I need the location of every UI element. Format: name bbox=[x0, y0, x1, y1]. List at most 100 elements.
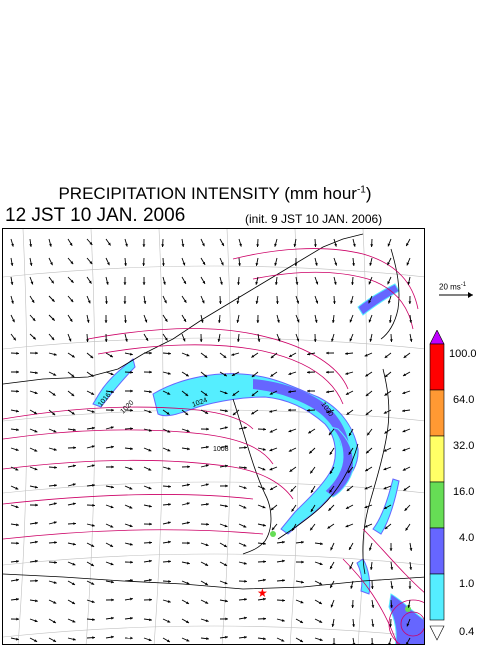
wind-arrow bbox=[124, 616, 133, 620]
wind-arrow bbox=[407, 599, 411, 608]
wind-arrow bbox=[67, 561, 76, 566]
isobar-1 bbox=[87, 328, 349, 390]
wind-arrow bbox=[10, 295, 14, 304]
wind-arrow bbox=[345, 504, 354, 510]
wind-arrow bbox=[387, 257, 392, 266]
colorbar-bin bbox=[429, 481, 445, 529]
wind-arrow bbox=[389, 333, 393, 343]
wind-arrow bbox=[238, 561, 247, 565]
wind-arrow bbox=[85, 333, 89, 343]
wind-arrow bbox=[86, 599, 95, 603]
wind-arrow bbox=[256, 238, 260, 248]
wind-arrow bbox=[124, 389, 134, 393]
wind-arrow bbox=[10, 617, 20, 621]
wind-arrow bbox=[143, 522, 153, 526]
precip-cell-green-2 bbox=[405, 606, 411, 612]
wind-arrow bbox=[143, 390, 152, 394]
wind-arrow bbox=[10, 257, 14, 266]
isobar-7 bbox=[3, 529, 264, 540]
colorbar-label: 100.0 bbox=[449, 348, 477, 360]
wind-arrow bbox=[255, 257, 259, 266]
wind-arrow bbox=[105, 238, 111, 246]
wind-arrow bbox=[288, 390, 297, 394]
wind-arrow bbox=[295, 599, 304, 604]
isobar-label: 1024 bbox=[191, 397, 208, 409]
wind-arrow bbox=[200, 542, 209, 547]
wind-arrow bbox=[124, 578, 134, 582]
wind-arrow bbox=[200, 445, 209, 449]
wind-arrow bbox=[48, 409, 56, 416]
wind-arrow bbox=[219, 484, 229, 488]
wind-arrow bbox=[351, 599, 355, 609]
wind-arrow bbox=[104, 333, 108, 343]
wind-arrow bbox=[200, 390, 208, 397]
wind-arrow bbox=[255, 295, 259, 304]
wind-arrow bbox=[257, 466, 266, 471]
grid-parallel bbox=[3, 337, 424, 350]
wind-arrow bbox=[104, 314, 108, 324]
wind-arrow bbox=[67, 276, 74, 284]
wind-arrow bbox=[143, 504, 152, 508]
wind-arrow bbox=[403, 352, 411, 359]
precip-band-southeast bbox=[356, 478, 400, 595]
wind-arrow bbox=[86, 464, 95, 468]
colorbar-bins bbox=[429, 343, 445, 621]
wind-arrow bbox=[329, 561, 335, 570]
wind-arrow bbox=[365, 409, 373, 416]
wind-arrow bbox=[237, 333, 240, 343]
precip-band-west bbox=[92, 358, 136, 408]
colorbar-label: 32.0 bbox=[453, 440, 474, 452]
wind-arrow bbox=[348, 447, 354, 455]
wind-arrow bbox=[314, 276, 319, 285]
wind-arrow bbox=[306, 389, 316, 393]
wind-arrow bbox=[275, 295, 279, 305]
precip-band-north bbox=[357, 283, 400, 316]
wind-arrow bbox=[162, 560, 172, 563]
wind-arrow bbox=[364, 485, 373, 490]
wind-arrow bbox=[10, 485, 19, 490]
wind-arrow bbox=[67, 446, 77, 450]
wind-arrow bbox=[232, 390, 240, 397]
wind-arrow bbox=[383, 466, 392, 471]
wind-arrow bbox=[295, 637, 304, 643]
wind-arrow bbox=[383, 447, 392, 452]
wind-arrow bbox=[200, 295, 205, 304]
wind-arrow bbox=[257, 542, 266, 546]
wind-arrow bbox=[105, 635, 114, 639]
wind-arrow bbox=[352, 257, 356, 267]
wind-arrow bbox=[219, 617, 229, 621]
wind-arrow bbox=[105, 371, 114, 376]
chart-title: PRECIPITATION INTENSITY (mm hour-1) bbox=[58, 184, 372, 203]
wind-arrow bbox=[219, 257, 224, 266]
wind-arrow bbox=[331, 314, 335, 323]
wind-arrow bbox=[288, 371, 297, 376]
wind-arrow bbox=[231, 371, 240, 377]
reference-vector-arrow bbox=[439, 292, 473, 298]
wind-arrow bbox=[219, 523, 228, 528]
wind-arrow bbox=[326, 409, 335, 414]
wind-arrow bbox=[86, 352, 94, 359]
wind-arrow bbox=[257, 560, 267, 564]
wind-arrow bbox=[219, 504, 228, 508]
grid-meridian bbox=[153, 229, 164, 644]
wind-arrow bbox=[257, 523, 266, 527]
wind-arrow bbox=[48, 618, 57, 624]
wind-arrow bbox=[48, 333, 55, 341]
wind-arrow bbox=[181, 333, 186, 342]
wind-arrow bbox=[48, 521, 57, 525]
valid-time-label: 12 JST 10 JAN. 2006 bbox=[5, 205, 186, 226]
wind-arrow bbox=[288, 447, 297, 452]
wind-arrow bbox=[307, 352, 316, 356]
wind-arrow bbox=[368, 276, 373, 285]
wind-arrow bbox=[200, 522, 210, 526]
wind-arrow bbox=[332, 295, 336, 305]
wind-arrow bbox=[124, 597, 133, 601]
wind-arrow bbox=[314, 580, 323, 586]
wind-arrow bbox=[365, 447, 373, 454]
wind-arrow bbox=[238, 542, 247, 547]
wind-arrow bbox=[269, 409, 278, 413]
wind-arrow bbox=[218, 295, 222, 305]
wind-arrow bbox=[346, 409, 354, 416]
wind-arrow bbox=[200, 561, 209, 567]
wind-arrow bbox=[402, 447, 411, 452]
